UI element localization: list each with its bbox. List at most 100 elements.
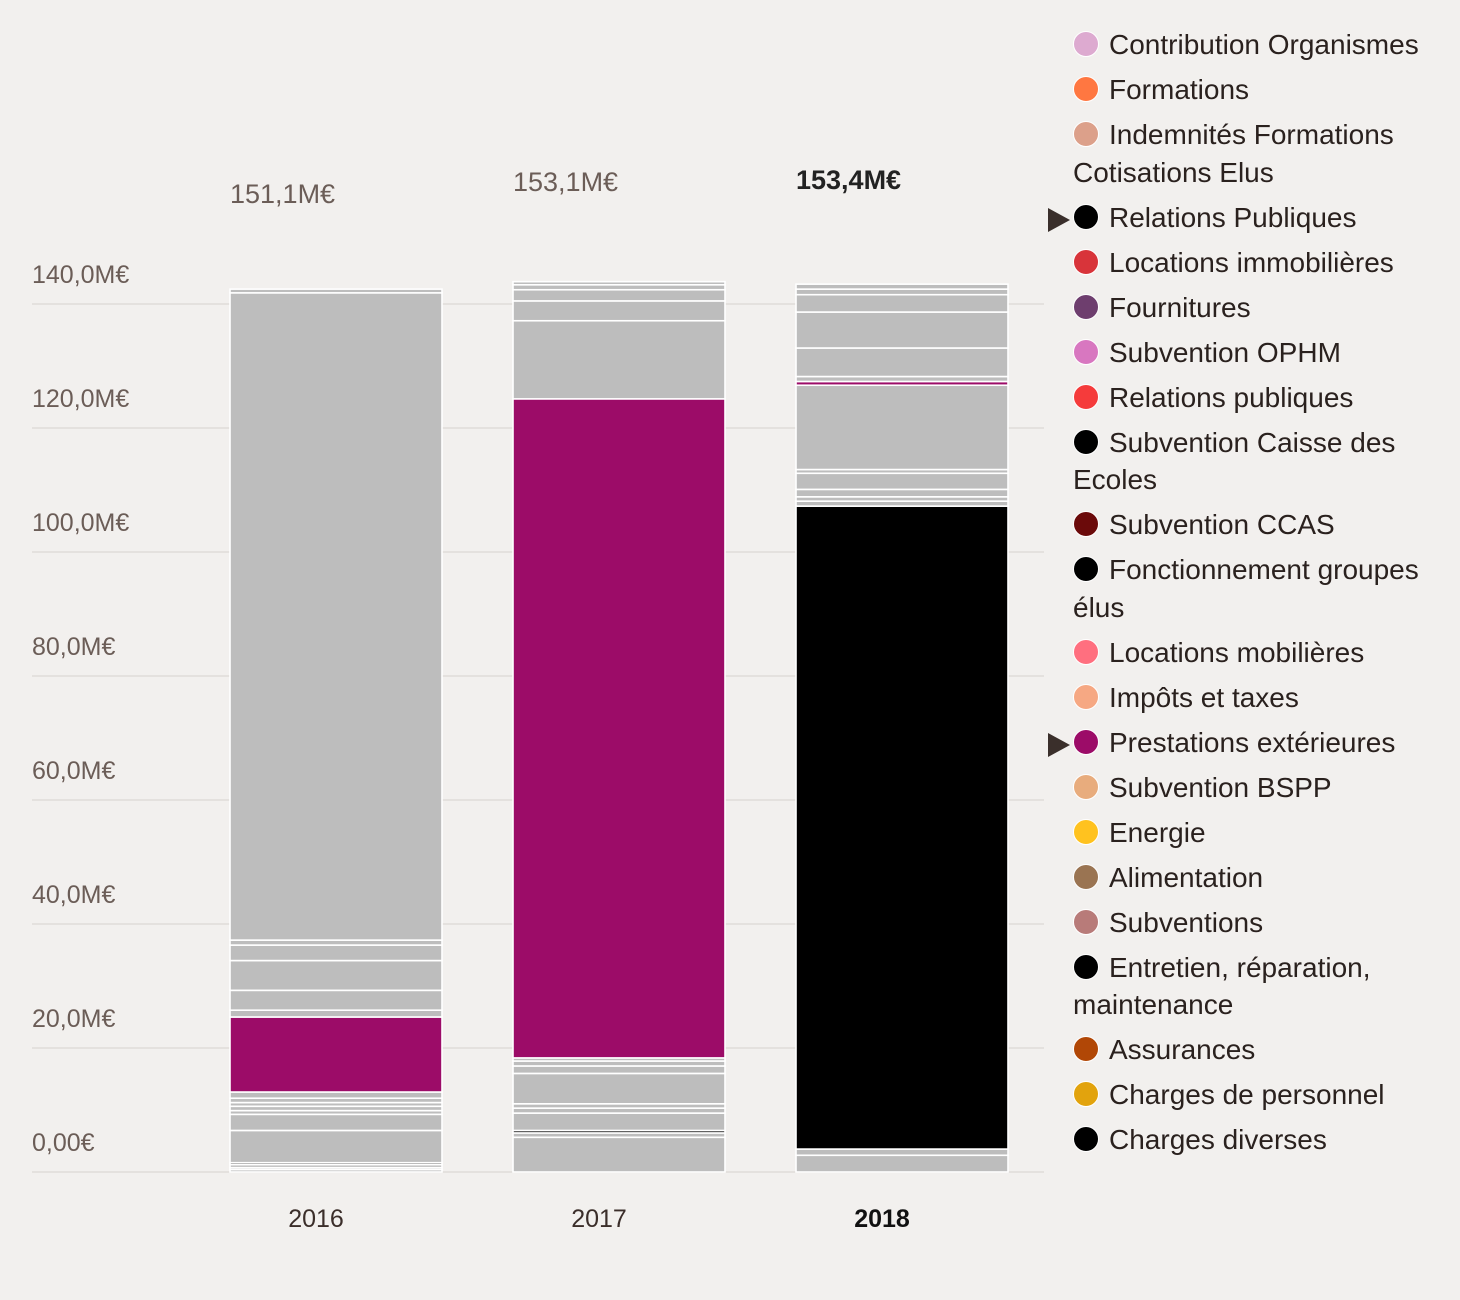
bar-segment[interactable] <box>795 505 1009 1150</box>
y-axis: 0,00€ 20,0M€ 40,0M€ 60,0M€ 80,0M€ 100,0M€ 120,… <box>32 261 129 1157</box>
bar-segment[interactable] <box>229 1113 443 1132</box>
y-tick-label: 20,0M€ <box>32 1005 115 1033</box>
bar-segment[interactable] <box>795 1148 1009 1157</box>
legend-color-dot-icon <box>1073 638 1099 665</box>
legend-item[interactable]: Assurances <box>1048 1031 1448 1069</box>
legend-item[interactable]: Relations Publiques <box>1048 199 1448 237</box>
legend-color-dot-icon <box>1073 683 1099 710</box>
bar-segment[interactable] <box>512 288 726 302</box>
legend-color-dot-icon <box>1073 511 1099 537</box>
x-axis: 2016 2017 2018 <box>288 1205 910 1233</box>
legend-item[interactable]: Subventions <box>1048 904 1448 942</box>
legend-item[interactable]: Locations immobilières <box>1048 244 1448 282</box>
bars <box>229 280 1009 1173</box>
legend-item[interactable]: Prestations extérieures <box>1048 724 1448 762</box>
legend-label: Subvention OPHM <box>1109 336 1341 368</box>
bar-segment[interactable] <box>795 311 1009 349</box>
bar-total-label: 153,1M€ <box>513 167 618 197</box>
bar-segment[interactable] <box>512 1072 726 1105</box>
legend-label: Charges diverses <box>1109 1124 1327 1155</box>
bar-segment[interactable] <box>512 1112 726 1132</box>
legend-color-dot-icon <box>1073 1081 1099 1107</box>
x-tick-label[interactable]: 2017 <box>571 1205 627 1233</box>
bar-stack-2016[interactable] <box>229 288 443 1173</box>
legend-color-dot-icon <box>1073 1036 1099 1062</box>
legend-label: Alimentation <box>1109 861 1264 893</box>
bar-segment[interactable] <box>795 488 1009 498</box>
legend-label: Fournitures <box>1109 291 1251 323</box>
legend-item[interactable]: Fonctionnement groupes élus <box>1048 551 1448 626</box>
bar-total-label: 151,1M€ <box>230 179 335 209</box>
y-tick-label: 40,0M€ <box>32 881 115 909</box>
x-tick-label[interactable]: 2016 <box>288 1205 344 1233</box>
legend-label: Contribution Organismes <box>1109 29 1419 60</box>
bar-segment[interactable] <box>229 1129 443 1164</box>
bar-segment[interactable] <box>512 319 726 400</box>
legend-label: Entretien, réparation, maintenance <box>1073 951 1371 1021</box>
y-tick-label: 120,0M€ <box>32 385 129 413</box>
legend-label: Subvention CCAS <box>1109 509 1335 540</box>
bar-segment[interactable] <box>512 280 726 286</box>
legend-label: Subvention Caisse des Ecoles <box>1073 426 1396 496</box>
legend-item[interactable]: Locations mobilières <box>1048 634 1448 672</box>
legend-label: Assurances <box>1109 1034 1256 1065</box>
bar-segment[interactable] <box>512 1136 726 1173</box>
bar-segment[interactable] <box>229 1091 443 1100</box>
legend-item[interactable]: Indemnités Formations Cotisations Elus <box>1048 116 1448 191</box>
legend-color-dot-icon <box>1073 121 1099 147</box>
legend-label: Locations mobilières <box>1109 636 1365 668</box>
legend-color-dot-icon <box>1073 76 1099 102</box>
legend-item[interactable]: Energie <box>1048 814 1448 852</box>
legend-item[interactable]: Entretien, réparation, maintenance <box>1048 949 1448 1024</box>
bar-segment[interactable] <box>512 300 726 322</box>
legend-color-dot-icon <box>1073 338 1099 365</box>
legend-item[interactable]: Contribution Organismes <box>1048 26 1448 64</box>
legend-color-dot-icon <box>1073 863 1099 890</box>
bar-stack-2018[interactable] <box>795 283 1009 1173</box>
bar-stack-2017[interactable] <box>512 280 726 1173</box>
legend-label: Locations immobilières <box>1109 246 1394 278</box>
bar-segment[interactable] <box>795 293 1009 313</box>
legend-label: Fonctionnement groupes élus <box>1073 554 1419 623</box>
bar-segment[interactable] <box>795 472 1009 491</box>
legend-item[interactable]: Fournitures <box>1048 289 1448 327</box>
legend-color-dot-icon <box>1073 31 1099 57</box>
bar-segment[interactable] <box>795 1154 1009 1173</box>
bar-segment[interactable] <box>795 384 1009 471</box>
legend-label: Charges de personnel <box>1109 1079 1385 1110</box>
bar-totals: 151,1M€ 153,1M€ 153,4M€ <box>230 165 901 209</box>
legend: Contribution Organismes Formations Indemni… <box>1048 26 1448 1166</box>
bar-segment[interactable] <box>795 347 1009 378</box>
bar-segment[interactable] <box>795 283 1009 290</box>
legend-label: Indemnités Formations Cotisations Elus <box>1073 119 1394 188</box>
legend-item[interactable]: Formations <box>1048 71 1448 109</box>
legend-color-dot-icon <box>1073 556 1099 582</box>
legend-label: Energie <box>1109 816 1206 848</box>
legend-item[interactable]: Relations publiques <box>1048 379 1448 417</box>
legend-item[interactable]: Subvention BSPP <box>1048 769 1448 807</box>
bar-segment[interactable] <box>229 1009 443 1018</box>
bar-segment[interactable] <box>229 292 443 941</box>
legend-item[interactable]: Impôts et taxes <box>1048 679 1448 717</box>
legend-color-dot-icon <box>1073 203 1099 230</box>
legend-item[interactable]: Subvention Caisse des Ecoles <box>1048 424 1448 499</box>
legend-item[interactable]: Charges diverses <box>1048 1121 1448 1159</box>
legend-item[interactable]: Charges de personnel <box>1048 1076 1448 1114</box>
legend-color-dot-icon <box>1073 773 1099 800</box>
stacked-bar-chart: 0,00€ 20,0M€ 40,0M€ 60,0M€ 80,0M€ 100,0M€ 120,… <box>32 165 1044 1233</box>
legend-item[interactable]: Subvention OPHM <box>1048 334 1448 372</box>
y-tick-label: 140,0M€ <box>32 261 129 289</box>
bar-segment[interactable] <box>229 959 443 992</box>
bar-segment[interactable] <box>229 989 443 1011</box>
bar-segment[interactable] <box>229 1016 443 1093</box>
bar-segment[interactable] <box>229 944 443 962</box>
bar-segment[interactable] <box>512 398 726 1059</box>
legend-color-dot-icon <box>1073 1126 1099 1152</box>
bar-segment[interactable] <box>229 288 443 294</box>
legend-item[interactable]: Alimentation <box>1048 859 1448 897</box>
x-tick-label[interactable]: 2018 <box>854 1205 910 1233</box>
legend-color-dot-icon <box>1073 908 1099 935</box>
bar-segment[interactable] <box>795 288 1009 296</box>
bar-segment[interactable] <box>512 1065 726 1075</box>
legend-item[interactable]: Subvention CCAS <box>1048 506 1448 544</box>
